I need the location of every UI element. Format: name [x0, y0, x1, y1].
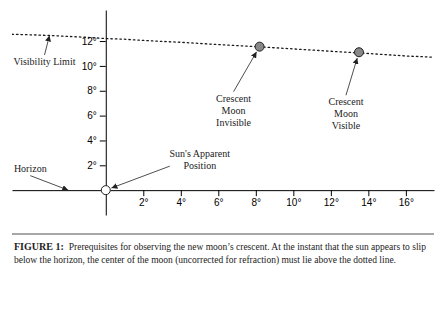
- point: [101, 186, 110, 195]
- annotation: Sun's ApparentPosition: [170, 148, 231, 171]
- x-tick: 16°: [399, 190, 414, 208]
- chart: 2°4°6°8°10°12°14°16°2°4°6°8°10°12°Visibi…: [0, 0, 446, 310]
- y-tick-mark: [100, 116, 106, 117]
- annotation-arrow: [111, 166, 169, 188]
- x-tick-label: 16°: [399, 197, 414, 208]
- x-tick-mark: [406, 190, 407, 196]
- y-tick: 2°: [87, 160, 106, 171]
- title: FIGURE 1:: [14, 241, 64, 252]
- y-tick-mark: [100, 165, 106, 166]
- y-tick-label: 6°: [87, 110, 97, 121]
- x-tick-mark: [368, 190, 369, 196]
- x-tick-mark: [181, 190, 182, 196]
- annotation-arrow: [234, 52, 257, 92]
- x-tick-mark: [218, 190, 219, 196]
- x-tick-label: 6°: [214, 197, 224, 208]
- x-tick: 6°: [214, 190, 224, 208]
- caption-rule: [12, 234, 434, 235]
- annotation-arrow: [30, 176, 68, 191]
- point: [255, 42, 264, 51]
- x-tick-label: 14°: [361, 197, 376, 208]
- x-tick: 12°: [324, 190, 339, 208]
- y-tick-label: 2°: [87, 160, 97, 171]
- y-tick-mark: [100, 140, 106, 141]
- x-tick-mark: [331, 190, 332, 196]
- line-series: [12, 34, 434, 57]
- x-tick-label: 4°: [177, 197, 187, 208]
- y-axis: 2°4°6°8°10°12°: [82, 11, 107, 216]
- y-tick-mark: [100, 66, 106, 67]
- annotation: CrescentMoonVisible: [328, 96, 363, 131]
- y-tick-mark: [100, 91, 106, 92]
- annotation: Visibility Limit: [14, 56, 76, 67]
- annotation: Horizon: [14, 163, 47, 174]
- y-tick-label: 4°: [87, 135, 97, 146]
- x-tick-label: 2°: [139, 197, 149, 208]
- x-tick: 14°: [361, 190, 376, 208]
- point: [354, 48, 363, 57]
- y-tick-label: 8°: [87, 85, 97, 96]
- y-tick: 4°: [87, 135, 106, 146]
- plot-area: [12, 34, 434, 194]
- x-tick: 10°: [286, 190, 301, 208]
- y-tick-mark: [100, 41, 106, 42]
- x-tick-mark: [256, 190, 257, 196]
- x-tick-label: 12°: [324, 197, 339, 208]
- y-axis-line: [106, 11, 107, 216]
- x-tick-mark: [143, 190, 144, 196]
- x-tick-label: 8°: [252, 197, 262, 208]
- x-tick: 8°: [252, 190, 262, 208]
- annotation-arrow: [45, 35, 50, 55]
- x-axis-line: [13, 190, 435, 191]
- y-tick: 10°: [82, 61, 106, 72]
- x-tick-label: 10°: [286, 197, 301, 208]
- y-tick-label: 10°: [82, 61, 97, 72]
- annotation-arrow: [346, 58, 357, 95]
- annotation: CrescentMoonInvisible: [216, 93, 252, 128]
- x-tick-mark: [293, 190, 294, 196]
- y-tick: 8°: [87, 85, 106, 96]
- y-tick: 6°: [87, 110, 106, 121]
- x-tick: 4°: [177, 190, 187, 208]
- x-tick: 2°: [139, 190, 149, 208]
- annotations: Visibility Limit Horizon CrescentMoonInvis…: [14, 35, 364, 190]
- x-axis: 2° 4° 6° 8° 10° 12° 14° 16°: [13, 190, 435, 208]
- caption: Prerequisites for observing the new moon…: [14, 242, 426, 266]
